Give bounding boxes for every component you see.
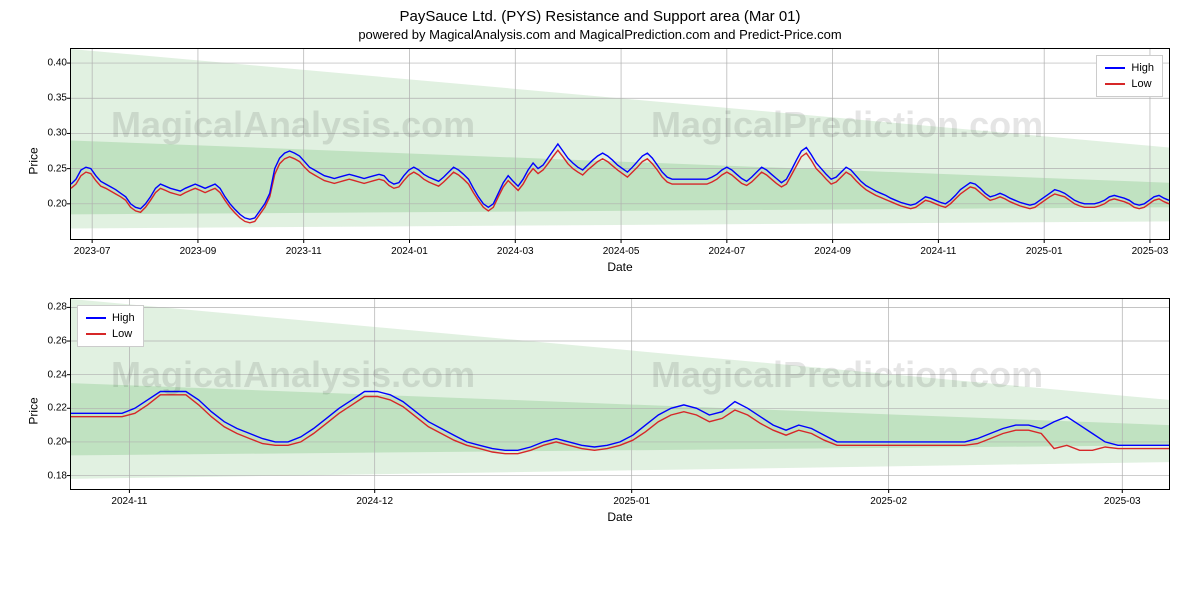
y-tick-label: 0.35 — [27, 93, 67, 104]
y-tick-label: 0.25 — [27, 163, 67, 174]
chart-1-wrap: Price MagicalAnalysis.com MagicalPredict… — [70, 48, 1170, 274]
x-tick-label: 2024-12 — [356, 496, 393, 507]
y-tick-label: 0.30 — [27, 128, 67, 139]
y-tick-label: 0.20 — [27, 436, 67, 447]
chart-subtitle: powered by MagicalAnalysis.com and Magic… — [0, 25, 1200, 42]
x-tick-label: 2023-07 — [74, 246, 111, 257]
chart-2-xlabel: Date — [70, 510, 1170, 524]
x-tick-label: 2023-09 — [180, 246, 217, 257]
chart-1-plot: MagicalAnalysis.com MagicalPrediction.co… — [70, 48, 1170, 240]
legend-high-row: High — [1105, 60, 1154, 76]
y-tick-label: 0.22 — [27, 403, 67, 414]
x-tick-label: 2023-11 — [286, 246, 322, 257]
legend-low-row: Low — [1105, 76, 1154, 92]
legend-low-swatch — [86, 333, 106, 335]
x-tick-label: 2025-03 — [1104, 496, 1141, 507]
chart-title: PaySauce Ltd. (PYS) Resistance and Suppo… — [0, 0, 1200, 25]
x-tick-label: 2024-05 — [603, 246, 640, 257]
y-tick-label: 0.40 — [27, 58, 67, 69]
y-tick-label: 0.24 — [27, 369, 67, 380]
legend-high-swatch — [86, 317, 106, 319]
x-tick-label: 2025-03 — [1132, 246, 1169, 257]
legend-high-swatch — [1105, 67, 1125, 69]
chart-2-plot: MagicalAnalysis.com MagicalPrediction.co… — [70, 298, 1170, 490]
x-tick-label: 2024-09 — [814, 246, 851, 257]
legend-low-row: Low — [86, 326, 135, 342]
chart-1-svg — [71, 49, 1169, 239]
x-tick-label: 2025-02 — [870, 496, 907, 507]
x-tick-label: 2024-03 — [497, 246, 534, 257]
chart-1-xlabel: Date — [70, 260, 1170, 274]
y-tick-label: 0.26 — [27, 336, 67, 347]
y-tick-label: 0.28 — [27, 302, 67, 313]
y-tick-label: 0.18 — [27, 470, 67, 481]
x-tick-label: 2025-01 — [613, 496, 650, 507]
legend-low-label: Low — [112, 326, 132, 342]
legend-high-label: High — [112, 310, 135, 326]
y-tick-label: 0.20 — [27, 198, 67, 209]
legend-high-row: High — [86, 310, 135, 326]
figure-container: PaySauce Ltd. (PYS) Resistance and Suppo… — [0, 0, 1200, 600]
chart-2-svg — [71, 299, 1169, 489]
x-tick-label: 2024-01 — [391, 246, 428, 257]
chart-1-legend: High Low — [1096, 55, 1163, 97]
x-tick-label: 2024-07 — [708, 246, 745, 257]
legend-low-swatch — [1105, 83, 1125, 85]
x-tick-label: 2024-11 — [920, 246, 956, 257]
legend-high-label: High — [1131, 60, 1154, 76]
x-tick-label: 2025-01 — [1026, 246, 1063, 257]
x-tick-label: 2024-11 — [111, 496, 147, 507]
chart-2-legend: High Low — [77, 305, 144, 347]
legend-low-label: Low — [1131, 76, 1151, 92]
chart-2-wrap: Price MagicalAnalysis.com MagicalPredict… — [70, 298, 1170, 524]
